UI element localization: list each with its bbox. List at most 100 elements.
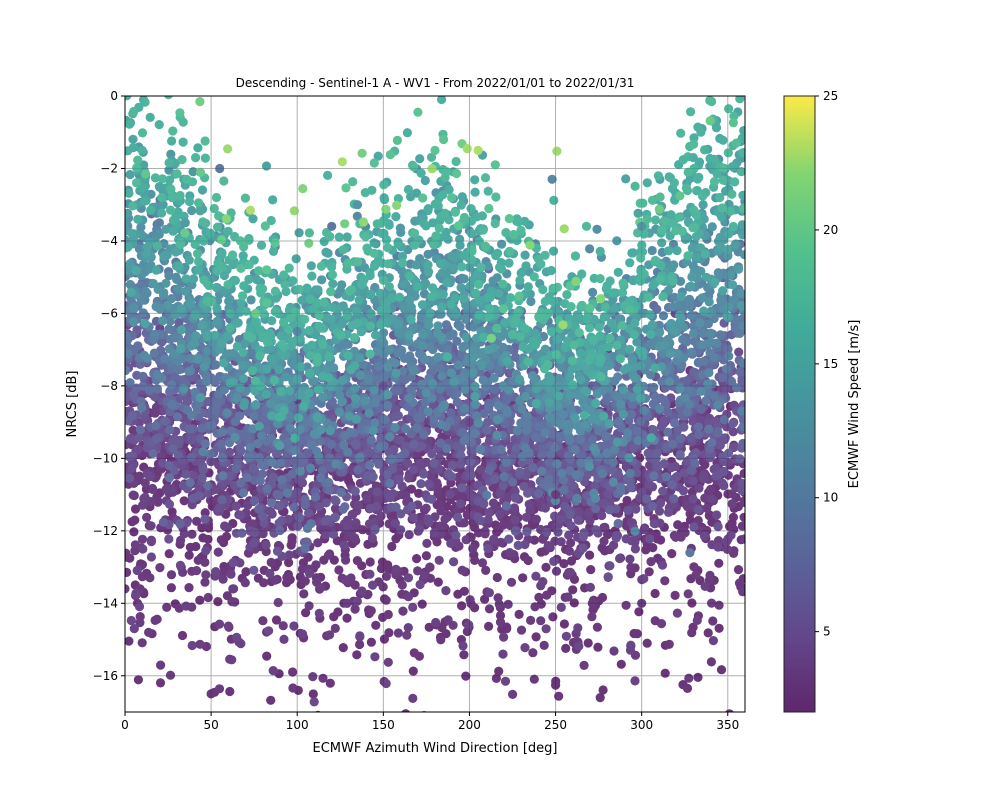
scatter-point <box>605 505 615 515</box>
scatter-point <box>264 626 274 636</box>
scatter-point <box>262 484 272 494</box>
scatter-point <box>570 444 580 455</box>
scatter-point <box>129 527 139 537</box>
scatter-point <box>413 566 423 576</box>
scatter-point <box>370 418 380 428</box>
scatter-point <box>522 527 532 537</box>
scatter-point <box>173 412 183 422</box>
scatter-point <box>667 549 677 559</box>
scatter-point <box>338 643 348 653</box>
scatter-point <box>311 560 321 570</box>
scatter-point <box>185 542 195 552</box>
scatter-point <box>714 558 724 568</box>
scatter-point <box>414 488 424 498</box>
scatter-point <box>165 425 175 435</box>
scatter-point <box>218 574 228 584</box>
scatter-point <box>642 494 652 504</box>
scatter-point <box>634 607 644 617</box>
scatter-point <box>284 550 294 560</box>
scatter-point <box>739 512 745 522</box>
scatter-point <box>164 534 174 544</box>
scatter-point <box>165 670 176 680</box>
scatter-point <box>425 562 435 572</box>
scatter-point <box>231 501 241 511</box>
scatter-point <box>683 385 693 395</box>
scatter-point <box>728 512 739 522</box>
scatter-point <box>211 360 221 370</box>
chart-title: Descending - Sentinel-1 A - WV1 - From 2… <box>236 76 635 90</box>
scatter-point <box>437 420 447 430</box>
scatter-point <box>448 620 458 630</box>
scatter-point <box>576 434 586 444</box>
scatter-point <box>248 463 258 473</box>
scatter-point <box>308 689 318 699</box>
scatter-point <box>671 532 681 542</box>
scatter-point <box>126 615 136 626</box>
scatter-point <box>538 577 548 587</box>
scatter-point <box>573 515 583 525</box>
scatter-point <box>289 621 299 631</box>
scatter-point <box>398 606 408 616</box>
scatter-point <box>228 558 238 568</box>
scatter-point <box>473 512 483 522</box>
scatter-point <box>255 476 265 486</box>
scatter-point <box>276 458 286 468</box>
scatter-point <box>244 718 253 727</box>
scatter-point <box>489 534 499 544</box>
scatter-point <box>243 500 253 510</box>
scatter-point <box>510 515 520 525</box>
scatter-point <box>130 515 140 525</box>
scatter-point <box>242 432 252 443</box>
scatter-point <box>447 460 457 470</box>
scatter-point <box>200 557 210 568</box>
scatter-point <box>339 540 349 550</box>
scatter-point <box>433 485 443 495</box>
scatter-point <box>297 564 307 574</box>
scatter-point <box>510 526 521 536</box>
scatter-point <box>648 425 658 435</box>
scatter-point <box>236 510 246 520</box>
scatter-point <box>401 709 410 712</box>
scatter-point <box>325 678 335 688</box>
scatter-point <box>585 582 596 593</box>
scatter-point <box>367 533 377 543</box>
scatter-point <box>185 424 195 434</box>
scatter-point <box>421 551 431 561</box>
scatter-point <box>142 512 152 523</box>
scatter-point <box>543 541 553 551</box>
scatter-point <box>201 376 211 386</box>
scatter-point <box>734 347 744 357</box>
scatter-point <box>724 351 734 361</box>
scatter-point <box>184 550 194 560</box>
scatter-point <box>514 609 524 620</box>
scatter-point <box>495 488 505 499</box>
scatter-point <box>663 507 674 517</box>
scatter-point <box>278 621 288 631</box>
scatter-point <box>686 310 697 320</box>
scatter-point <box>587 612 597 622</box>
scatter-point <box>300 543 310 554</box>
scatter-point <box>217 495 227 505</box>
scatter-point <box>621 600 631 610</box>
scatter-point <box>139 493 149 504</box>
scatter-point <box>214 503 224 513</box>
scatter-point <box>289 502 299 512</box>
scatter-point <box>290 445 301 455</box>
scatter-point <box>552 459 562 469</box>
scatter-point <box>531 514 542 524</box>
scatter-point <box>564 530 574 540</box>
scatter-point <box>721 364 732 374</box>
scatter-point <box>138 544 148 554</box>
scatter-point <box>492 572 502 583</box>
scatter-point <box>266 498 277 508</box>
scatter-point <box>258 616 268 626</box>
scatter-point <box>738 358 745 368</box>
scatter-point <box>687 628 697 638</box>
scatter-point <box>684 673 694 683</box>
scatter-point <box>174 365 184 375</box>
scatter-point <box>528 462 538 473</box>
scatter-point <box>427 449 437 459</box>
scatter-point <box>151 434 161 444</box>
scatter-point <box>422 538 432 549</box>
scatter-point <box>626 562 636 572</box>
